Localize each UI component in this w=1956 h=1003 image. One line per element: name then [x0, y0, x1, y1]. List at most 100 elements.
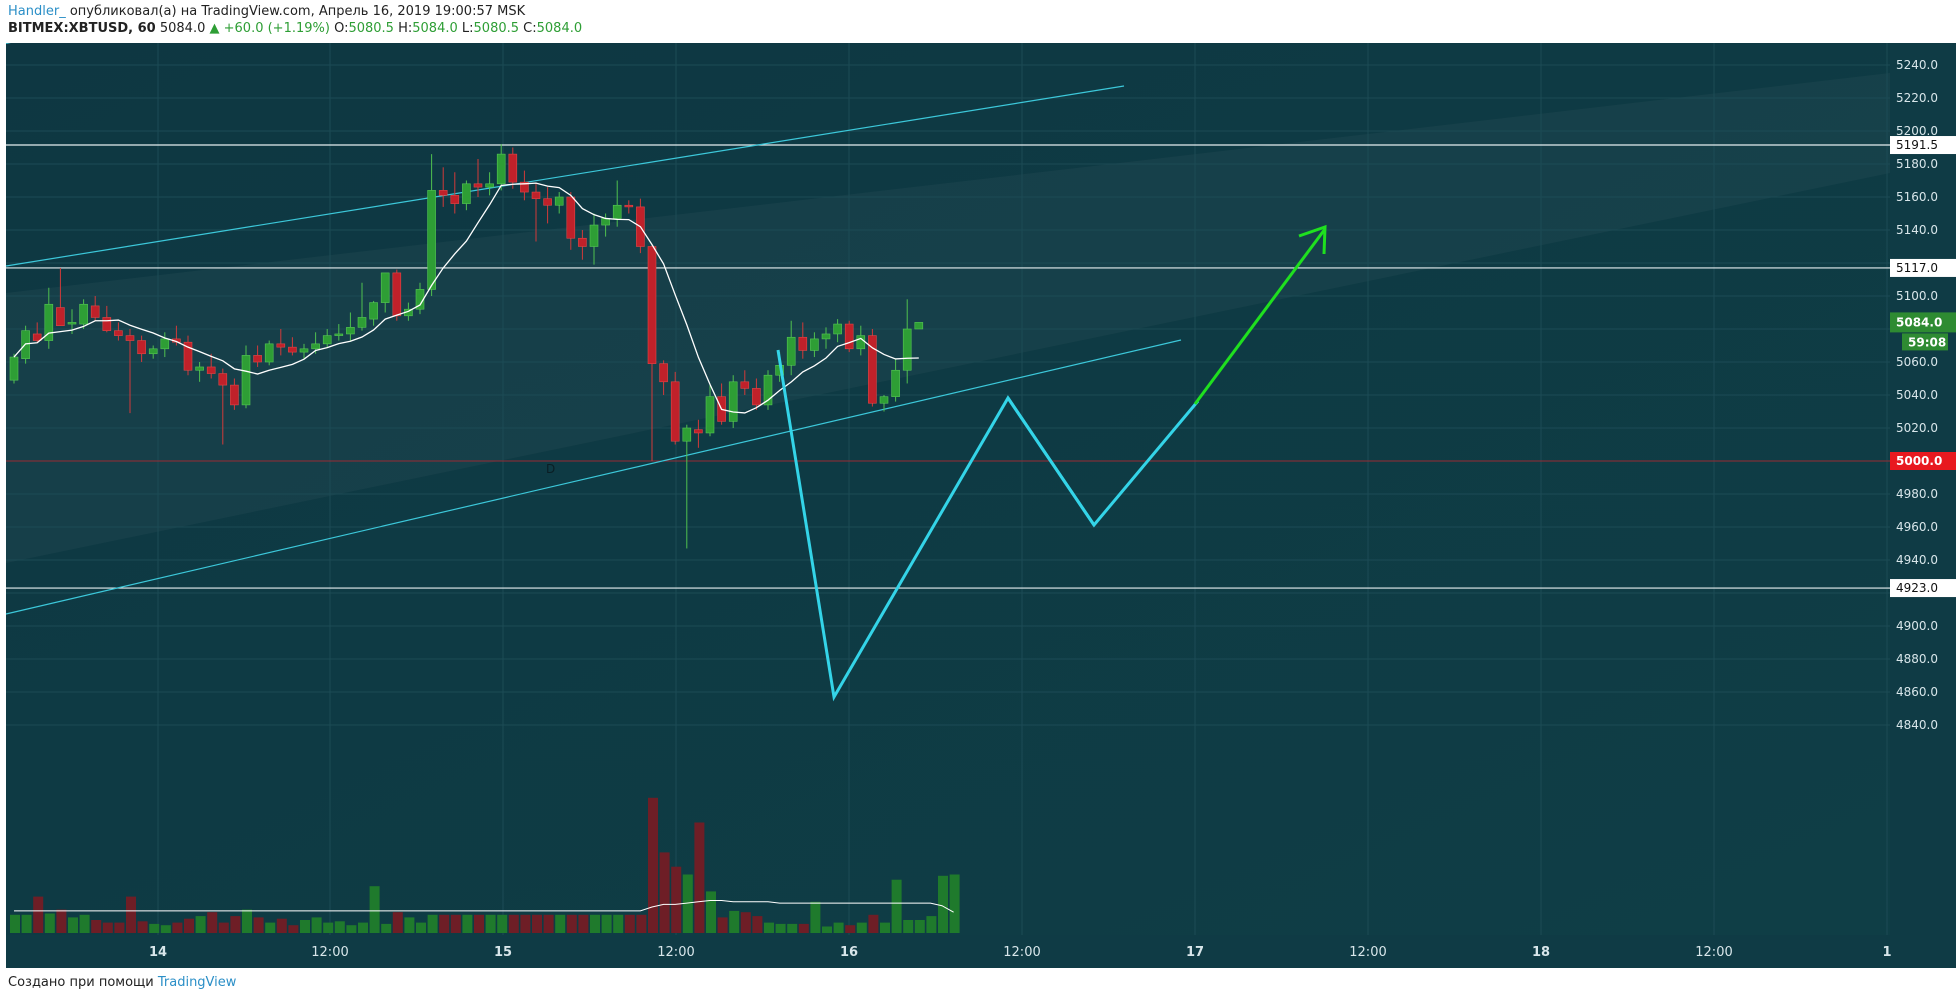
stray-label: D — [546, 462, 555, 476]
candle-body — [125, 335, 135, 341]
countdown-tag — [1902, 333, 1948, 351]
time-tick-label: 1 — [1882, 945, 1891, 960]
candle-body — [601, 218, 610, 226]
level-price-tag — [1890, 258, 1956, 277]
candle-body — [346, 327, 355, 335]
volume-bar — [520, 914, 531, 933]
chart-area[interactable]: 5240.0 5220.0 5200.0 5180.0 5160.0 5140.0 5100… — [0, 34, 1956, 968]
candle-body — [427, 190, 436, 290]
candle-body — [752, 388, 761, 406]
volume-bar — [21, 914, 32, 933]
volume-bar — [856, 922, 867, 933]
volume-bar — [949, 874, 960, 933]
volume-bar — [68, 917, 78, 933]
volume-bar — [300, 920, 310, 933]
volume-bar — [868, 914, 879, 933]
volume-bar — [276, 918, 287, 933]
candle-body — [485, 183, 494, 188]
volume-bar — [126, 896, 136, 933]
price-tick-label: 5040.0 — [1896, 388, 1938, 402]
volume-bars — [10, 797, 960, 933]
volume-bar — [474, 914, 484, 933]
volume-bar — [613, 914, 624, 933]
time-tick-label: 14 — [149, 945, 167, 960]
volume-bar — [184, 918, 194, 933]
candle-body — [612, 204, 622, 219]
volume-bar — [10, 914, 20, 933]
volume-bar — [775, 923, 786, 933]
candle-body — [334, 333, 344, 336]
candle-body — [786, 336, 796, 366]
candle-body — [578, 237, 587, 247]
volume-bar — [787, 923, 798, 933]
volume-bar — [717, 917, 728, 933]
volume-bar — [114, 922, 125, 933]
open-value: 5080.5 — [348, 21, 394, 36]
candle-body — [694, 429, 703, 434]
candle-body — [740, 381, 750, 389]
grid — [6, 43, 1890, 935]
time-axis: 14 12:00 15 12:00 16 12:00 17 12:00 18 12:00 1 — [149, 945, 1892, 960]
candle-body — [659, 363, 668, 383]
candle-body — [148, 348, 158, 355]
footer-text: Создано при помощи — [8, 975, 158, 990]
candle-body — [9, 356, 19, 381]
candle-body — [810, 338, 819, 351]
volume-bar — [706, 891, 716, 933]
volume-bar — [323, 922, 334, 933]
price-tick-label: 4840.0 — [1896, 718, 1938, 732]
candle-body — [102, 317, 112, 331]
price-tick-label: 5160.0 — [1896, 190, 1938, 204]
volume-bar — [242, 909, 252, 933]
volume-bar — [914, 920, 925, 933]
candle-body — [798, 336, 808, 351]
countdown-label: 59:08 — [1908, 335, 1946, 349]
volume-bar — [740, 912, 751, 933]
volume-bar — [44, 913, 55, 933]
candle-body — [508, 153, 518, 183]
target-arrow — [1193, 224, 1327, 405]
time-tick-label: 12:00 — [657, 945, 694, 960]
level-price-tag — [1890, 136, 1956, 155]
level-price-label: 4923.0 — [1896, 581, 1938, 595]
change-text: ▲ +60.0 (+1.19%) — [209, 21, 330, 36]
volume-bar — [601, 914, 612, 933]
price-chart[interactable]: 5240.0 5220.0 5200.0 5180.0 5160.0 5140.0 5100… — [0, 34, 1956, 968]
level-price-label: 5191.5 — [1896, 138, 1938, 152]
candle-body — [496, 153, 506, 185]
price-tick-label: 4900.0 — [1896, 619, 1938, 633]
volume-bar — [416, 922, 426, 933]
tradingview-logo[interactable]: TradingView — [157, 975, 237, 990]
price-tick-label: 5020.0 — [1896, 421, 1938, 435]
volume-bar — [33, 896, 44, 933]
candle-body — [322, 335, 332, 345]
candle-body — [902, 328, 912, 371]
price-tick-label: 4880.0 — [1896, 652, 1938, 666]
volume-bar — [903, 920, 914, 933]
ohlc-legend: BITMEX:XBTUSD, 60 5084.0 ▲ +60.0 (+1.19%… — [8, 21, 582, 36]
candle-body — [763, 374, 773, 406]
w-pattern-segment — [1006, 397, 1096, 526]
candle-body — [891, 369, 900, 397]
w-pattern — [776, 349, 1200, 702]
candle-body — [670, 381, 680, 442]
time-tick-label: 12:00 — [1695, 945, 1732, 960]
candle-body — [195, 366, 204, 371]
candle-body — [462, 183, 471, 204]
volume-bar — [833, 922, 844, 933]
volume-bar — [891, 879, 902, 933]
time-tick-label: 15 — [494, 945, 512, 960]
candle-body — [438, 190, 448, 196]
candle-body — [868, 335, 877, 404]
candle-body — [253, 355, 262, 363]
time-tick-label: 16 — [840, 945, 858, 960]
author-link[interactable]: Handler_ — [8, 4, 66, 19]
volume-bar — [392, 912, 403, 933]
volume-bar — [137, 921, 148, 933]
last-price-label: 5084.0 — [1896, 315, 1942, 329]
close-label: C: — [523, 21, 537, 36]
volume-bar — [79, 914, 90, 933]
volume-bar — [230, 916, 241, 933]
volume-bar — [207, 912, 218, 933]
candle-body — [230, 384, 239, 406]
